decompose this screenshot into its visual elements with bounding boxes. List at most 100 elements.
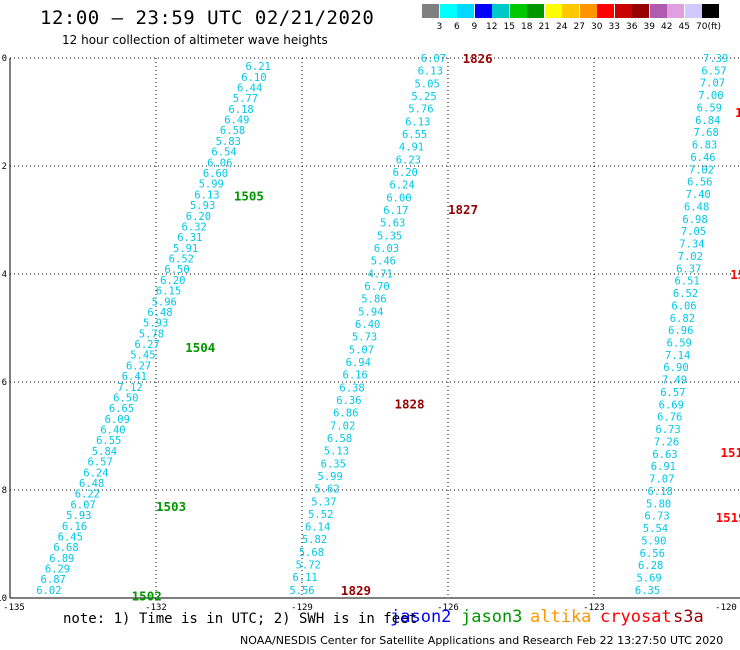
data-point-label: 7.14	[665, 350, 690, 362]
data-point-label: 5.86	[361, 294, 386, 306]
data-point-label: 5.56	[289, 585, 314, 597]
data-point-label: 6.28	[638, 560, 663, 572]
x-tick-label: -135	[3, 603, 25, 612]
data-point-label: 7.68	[694, 127, 719, 139]
credit-line: NOAA/NESDIS Center for Satellite Applica…	[240, 634, 724, 647]
color-scale-label: (ft)	[707, 22, 722, 32]
data-point-label: 5.45	[130, 350, 155, 362]
data-point-label: 5.99	[199, 179, 224, 191]
color-scale-swatch	[544, 4, 562, 18]
data-point-label: 6.89	[49, 553, 74, 565]
data-point-label: 6.65	[109, 403, 134, 415]
data-point-label: 6.83	[692, 140, 717, 152]
data-point-label: 5.52	[308, 509, 333, 521]
data-point-label: 6.56	[687, 177, 712, 189]
data-point-label: 6.45	[58, 531, 83, 543]
data-point-label: 6.73	[644, 511, 669, 523]
color-scale-swatch	[509, 4, 527, 18]
data-point-label: 6.31	[177, 232, 202, 244]
data-point-label: 6.06	[207, 157, 232, 169]
y-tick-label: -10	[0, 594, 7, 604]
data-point-label: 6.87	[41, 574, 66, 586]
pass-id-label: 1829	[341, 583, 371, 598]
data-point-label: 6.57	[88, 457, 113, 469]
x-tick-label: -132	[145, 603, 167, 612]
data-point-label: 5.54	[643, 523, 668, 535]
data-point-label: 6.44	[237, 82, 262, 94]
data-point-label: 6.02	[36, 585, 61, 597]
x-tick-label: -126	[437, 603, 459, 612]
data-point-label: 5.80	[646, 498, 671, 510]
color-scale-swatch	[614, 4, 632, 18]
data-point-label: 6.52	[673, 288, 698, 300]
data-point-label: 6.55	[402, 129, 427, 141]
color-scale-swatch	[422, 4, 439, 18]
data-point-label: 6.13	[418, 66, 443, 78]
data-point-label: 6.09	[105, 414, 130, 426]
satellite-legend-jason3: jason3	[461, 607, 523, 627]
color-scale-swatch	[492, 4, 509, 18]
color-scale-swatch	[649, 4, 667, 18]
data-point-label: 6.73	[655, 424, 680, 436]
data-point-label: 6.56	[640, 548, 665, 560]
data-point-label: 6.70	[364, 281, 389, 293]
satellite-legend-cryosat: cryosat	[600, 607, 672, 627]
pass-id-label: 1827	[448, 202, 478, 217]
color-scale-label: 3	[436, 22, 443, 32]
data-point-label: 6.59	[697, 102, 722, 114]
y-tick-label: -6	[0, 378, 7, 388]
data-point-label: 5.82	[302, 534, 327, 546]
satellite-legend-altika: altika	[530, 607, 592, 627]
data-point-label: 6.10	[241, 72, 266, 84]
color-scale-label: 30	[591, 22, 603, 32]
color-scale-swatch	[562, 4, 579, 18]
y-tick-label: -2	[0, 162, 7, 172]
data-point-label: 5.25	[411, 91, 436, 103]
data-point-label: 6.18	[228, 104, 253, 116]
pass-id-label: 1502	[132, 588, 162, 603]
data-point-label: 6.20	[393, 167, 418, 179]
y-tick-label: 0	[2, 54, 7, 64]
y-tick-label: -4	[0, 270, 7, 280]
data-point-label: 7.39	[703, 53, 728, 65]
data-point-label: 6.57	[701, 65, 726, 77]
data-point-label: 6.07	[421, 53, 446, 65]
data-point-label: 6.37	[676, 263, 701, 275]
data-point-label: 6.00	[386, 192, 411, 204]
x-tick-label: -129	[291, 603, 313, 612]
data-point-label: 6.46	[690, 152, 715, 164]
color-scale-swatch	[474, 4, 492, 18]
data-point-label: 6.68	[53, 542, 78, 554]
data-point-label: 6.96	[668, 325, 693, 337]
data-point-label: 6.35	[321, 458, 346, 470]
data-point-label: 6.36	[336, 395, 361, 407]
color-scale-label: 6	[454, 22, 460, 32]
color-scale-label: 36	[626, 22, 638, 32]
data-point-label: 5.68	[299, 547, 324, 559]
color-scale-swatch	[702, 4, 719, 18]
data-point-label: 5.72	[296, 560, 321, 572]
data-point-label: 6.55	[96, 435, 121, 447]
data-point-label: 5.73	[352, 332, 377, 344]
data-point-label: 6.11	[292, 572, 317, 584]
data-point-label: 5.37	[311, 496, 336, 508]
data-point-label: 5.77	[233, 93, 258, 105]
satellite-legend-jason2: jason2	[390, 607, 452, 627]
data-point-label: 5.05	[414, 78, 439, 90]
data-point-label: 6.22	[75, 489, 100, 501]
data-point-label: 5.93	[66, 510, 91, 522]
color-scale-swatch	[684, 4, 702, 18]
color-scale-label: 45	[678, 22, 690, 32]
color-scale-label: 15	[503, 22, 515, 32]
data-point-label: 7.00	[698, 90, 723, 102]
data-point-label: 6.48	[79, 478, 104, 490]
data-point-label: 5.90	[641, 535, 666, 547]
data-point-label: 6.27	[126, 360, 151, 372]
data-point-label: 7.49	[662, 375, 687, 387]
data-point-label: 6.54	[211, 147, 236, 159]
data-point-label: 7.02	[689, 164, 714, 176]
color-scale-label: 42	[661, 22, 673, 32]
pass-id-label: 1826	[463, 51, 493, 66]
data-point-label: 6.13	[194, 189, 219, 201]
color-scale-swatch	[579, 4, 597, 18]
